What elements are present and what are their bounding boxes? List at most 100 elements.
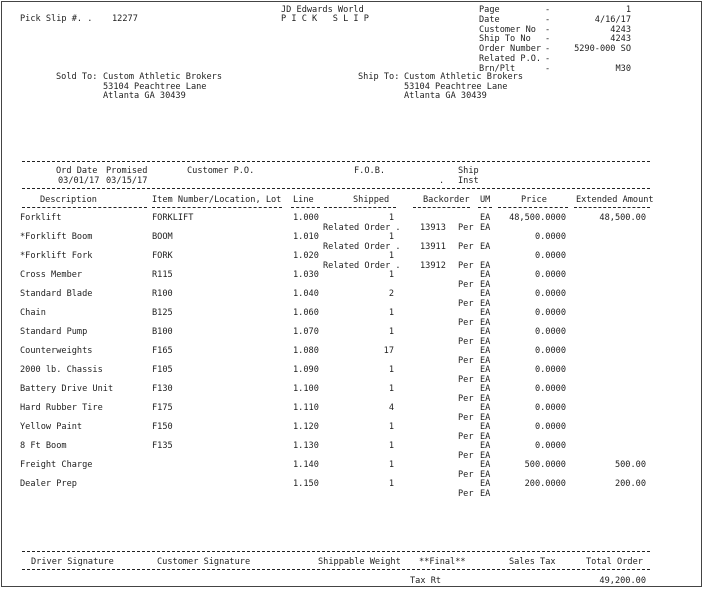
- item-number: FORKLIFT: [152, 213, 194, 223]
- ship-dot: .: [439, 176, 445, 186]
- related-order-label: Related Order .: [323, 261, 401, 271]
- item-um: EA: [480, 403, 491, 413]
- item-shipped: 1: [388, 384, 394, 394]
- item-line: 1.090: [293, 365, 319, 375]
- ord-date-value: 03/01/17: [58, 176, 100, 186]
- header-field-dash: -: [545, 34, 551, 45]
- item-price: 0.0000: [534, 365, 566, 375]
- item-number: F130: [152, 384, 173, 394]
- header-field-dash: -: [545, 5, 551, 15]
- item-price: 48,500.0000: [509, 213, 566, 223]
- item-um: EA: [480, 422, 491, 432]
- per-um: EA: [480, 280, 491, 290]
- item-line: 1.070: [293, 327, 319, 337]
- document-title: P I C K S L I P: [281, 14, 369, 24]
- item-um: EA: [480, 327, 491, 337]
- header-field-dash: -: [545, 54, 551, 64]
- per-label: Per: [458, 318, 474, 328]
- item-description: Standard Blade: [20, 289, 93, 299]
- promised-value: 03/15/17: [106, 176, 148, 186]
- item-shipped: 1: [388, 308, 394, 318]
- item-shipped: 1: [388, 251, 394, 261]
- item-line: 1.030: [293, 270, 319, 280]
- per-label: Per: [458, 337, 474, 347]
- col-underline: [498, 207, 568, 208]
- per-label: Per: [458, 242, 474, 252]
- related-order-number: 13913: [420, 223, 446, 233]
- col-underline: [574, 207, 650, 208]
- shippable-weight-label: Shippable Weight: [318, 557, 401, 567]
- per-um: EA: [480, 489, 491, 499]
- col-description: Description: [40, 195, 97, 205]
- item-line: 1.040: [293, 289, 319, 299]
- divider: [22, 569, 650, 570]
- pick-slip-label: Pick Slip #. .: [20, 14, 93, 24]
- item-description: Yellow Paint: [20, 422, 83, 432]
- per-label: Per: [458, 375, 474, 385]
- header-field-value: 4243: [610, 24, 631, 35]
- item-description: *Forklift Boom: [20, 232, 93, 242]
- item-price: 0.0000: [534, 232, 566, 242]
- item-description: Cross Member: [20, 270, 83, 280]
- header-field-dash: -: [545, 63, 551, 74]
- item-price: 0.0000: [534, 441, 566, 451]
- item-line: 1.150: [293, 479, 319, 489]
- item-um: EA: [480, 460, 491, 470]
- item-price: 0.0000: [534, 251, 566, 261]
- per-um: EA: [480, 261, 491, 271]
- item-extended-amount: 500.00: [614, 460, 646, 470]
- per-label: Per: [458, 261, 474, 271]
- item-shipped: 1: [388, 232, 394, 242]
- col-underline: [152, 207, 282, 208]
- item-description: Hard Rubber Tire: [20, 403, 103, 413]
- header-field-value: 4243: [610, 34, 631, 45]
- ship-to-address2: Atlanta GA 30439: [404, 91, 487, 101]
- item-line: 1.060: [293, 308, 319, 318]
- item-um: EA: [480, 384, 491, 394]
- header-field-label: Brn/Plt: [479, 63, 516, 74]
- divider: [22, 161, 650, 162]
- total-order-value: 49,200.00: [599, 576, 646, 586]
- per-um: EA: [480, 451, 491, 461]
- col-um: UM: [480, 195, 491, 205]
- item-um: EA: [480, 308, 491, 318]
- col-extended-amount: Extended Amount: [576, 195, 654, 205]
- item-description: Battery Drive Unit: [20, 384, 114, 394]
- item-shipped: 2: [388, 289, 394, 299]
- col-underline: [324, 207, 396, 208]
- ord-date-label: Ord Date: [56, 166, 98, 176]
- item-line: 1.110: [293, 403, 319, 413]
- item-price: 0.0000: [534, 308, 566, 318]
- tax-rate-label: Tax Rt: [410, 576, 442, 586]
- item-number: BOOM: [152, 232, 173, 242]
- item-line: 1.080: [293, 346, 319, 356]
- item-number: B125: [152, 308, 173, 318]
- header-field-dash: -: [545, 44, 551, 55]
- per-um: EA: [480, 242, 491, 252]
- item-line: 1.010: [293, 232, 319, 242]
- item-um: EA: [480, 270, 491, 280]
- item-number: F135: [152, 441, 173, 451]
- related-order-number: 13912: [420, 261, 446, 271]
- per-um: EA: [480, 470, 491, 480]
- divider: [22, 188, 650, 189]
- header-field-label: Related P.O.: [479, 54, 542, 64]
- item-shipped: 1: [388, 327, 394, 337]
- item-um: EA: [480, 365, 491, 375]
- ship-label: Ship: [458, 166, 479, 176]
- col-backorder: Backorder: [423, 195, 470, 205]
- per-um: EA: [480, 356, 491, 366]
- header-field-value: M30: [615, 63, 631, 74]
- item-description: Counterweights: [20, 346, 93, 356]
- pick-slip-number: 12277: [112, 14, 138, 24]
- item-shipped: 1: [388, 270, 394, 280]
- col-underline: [291, 207, 320, 208]
- item-line: 1.020: [293, 251, 319, 261]
- item-extended-amount: 200.00: [614, 479, 646, 489]
- item-um: EA: [480, 289, 491, 299]
- item-line: 1.100: [293, 384, 319, 394]
- header-field-label: Order Number: [479, 44, 542, 55]
- per-um: EA: [480, 394, 491, 404]
- per-label: Per: [458, 223, 474, 233]
- sales-tax-label: Sales Tax: [509, 557, 556, 567]
